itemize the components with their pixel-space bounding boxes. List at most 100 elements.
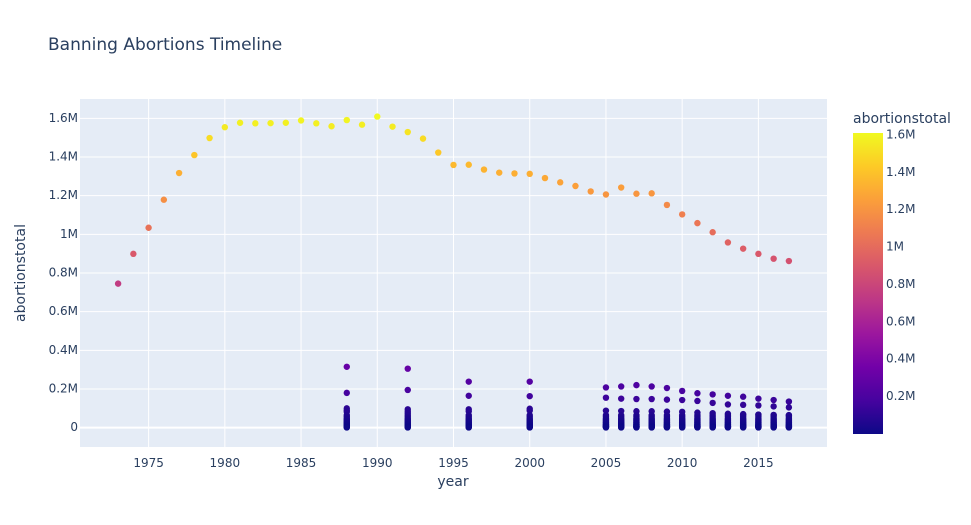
state-point [404, 424, 411, 431]
national-total-point [404, 128, 411, 136]
state-point [404, 365, 411, 372]
state-point [724, 424, 732, 431]
x-tick-label: 1975 [133, 456, 164, 470]
x-tick-label: 1985 [286, 456, 317, 470]
national-total-point [191, 151, 198, 159]
national-total-point [313, 120, 320, 127]
national-total-point [557, 179, 564, 186]
state-point [343, 389, 350, 397]
chart-title: Banning Abortions Timeline [48, 35, 282, 55]
colorbar [853, 133, 883, 434]
state-point [617, 424, 625, 431]
x-tick-label: 2005 [591, 456, 622, 470]
state-point [465, 378, 472, 385]
state-point [343, 424, 350, 431]
state-point [739, 401, 747, 409]
national-total-point [206, 134, 213, 142]
state-point [526, 378, 533, 385]
state-point [678, 424, 686, 431]
y-tick-label: 1.2M [49, 188, 78, 202]
national-total-point [282, 119, 290, 126]
state-point [694, 390, 701, 397]
state-point [724, 392, 732, 399]
state-point [678, 396, 686, 404]
national-total-point [663, 201, 671, 209]
colorbar-tick-label: 1M [886, 240, 904, 254]
national-total-point [450, 161, 457, 169]
state-point [526, 407, 533, 414]
y-tick-label: 0.6M [49, 304, 78, 318]
national-total-point [755, 250, 762, 258]
national-total-point [145, 224, 152, 231]
state-point [739, 393, 747, 400]
state-point [724, 401, 732, 408]
state-point [617, 395, 625, 402]
state-point [343, 363, 350, 370]
colorbar-tick-label: 1.6M [886, 127, 915, 141]
national-total-point [496, 169, 503, 176]
colorbar-ticks: 0.2M 0.4M 0.6M 0.8M 1M 1.2M 1.4M 1.6M [886, 127, 915, 403]
colorbar-title: abortionstotal [853, 111, 951, 127]
state-point [739, 424, 747, 431]
national-total-point [724, 239, 732, 246]
national-total-point [175, 169, 183, 177]
y-axis-title: abortionstotal [13, 224, 29, 322]
y-tick-label: 0.8M [49, 266, 78, 280]
state-point [755, 402, 762, 409]
state-point [755, 395, 762, 402]
national-total-point [114, 280, 122, 287]
x-tick-label: 2000 [514, 456, 545, 470]
national-total-point [511, 170, 518, 177]
state-point [633, 424, 640, 431]
state-point [678, 387, 686, 395]
national-total-point [739, 245, 747, 252]
state-point [694, 397, 701, 405]
national-total-point [617, 184, 625, 191]
national-total-point [374, 113, 381, 120]
colorbar-tick-label: 1.2M [886, 202, 915, 216]
state-point [785, 424, 793, 431]
y-tick-label: 1.4M [49, 150, 78, 164]
data-points [114, 113, 793, 431]
state-point [602, 394, 610, 401]
state-point [526, 424, 533, 431]
national-total-point [236, 119, 244, 126]
y-tick-label: 0.4M [49, 343, 78, 357]
national-total-point [343, 116, 350, 124]
national-total-point [480, 166, 488, 173]
x-axis-title: year [437, 474, 468, 490]
national-total-point [465, 161, 472, 168]
state-point [663, 424, 671, 431]
state-point [709, 391, 716, 398]
y-tick-label: 0.2M [49, 382, 78, 396]
national-total-point [358, 121, 366, 128]
national-total-point [694, 219, 701, 227]
national-total-point [602, 191, 610, 198]
state-point [602, 407, 610, 414]
national-total-point [541, 174, 549, 182]
national-total-point [221, 124, 229, 131]
national-total-point [526, 170, 533, 178]
state-point [663, 384, 671, 392]
state-point [785, 398, 793, 405]
national-total-point [785, 257, 793, 265]
national-total-point [130, 250, 137, 258]
y-tick-label: 1.6M [49, 111, 78, 125]
national-total-point [770, 255, 777, 262]
colorbar-tick-label: 0.8M [886, 277, 915, 291]
colorbar-tick-label: 1.4M [886, 165, 915, 179]
national-total-point [389, 123, 396, 130]
national-total-point [587, 188, 594, 195]
state-point [602, 424, 610, 431]
state-point [633, 395, 640, 403]
x-tick-label: 1980 [210, 456, 241, 470]
state-point [770, 396, 777, 404]
state-point [770, 424, 777, 431]
state-point [709, 399, 716, 407]
national-total-point [328, 123, 335, 130]
national-total-point [419, 135, 427, 142]
state-point [602, 384, 610, 391]
state-point [709, 424, 716, 431]
x-tick-label: 2015 [743, 456, 774, 470]
